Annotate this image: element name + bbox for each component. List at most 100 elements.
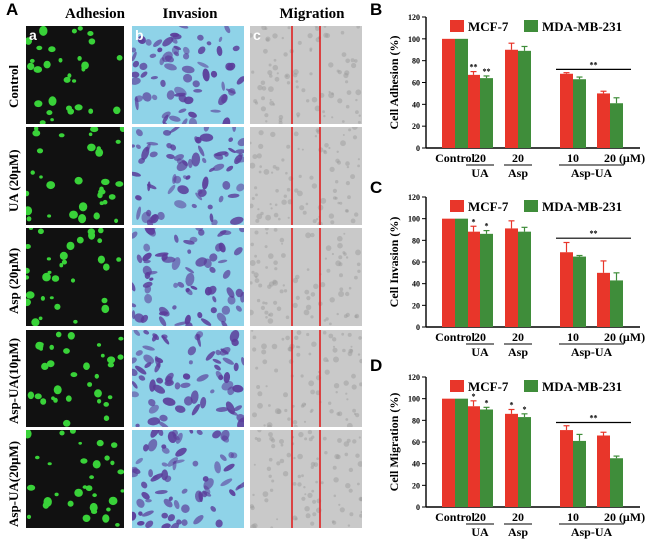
column-title-invasion: Invasion <box>162 6 218 22</box>
micrograph-invasion-row-5 <box>132 430 244 528</box>
legend-label-b-1: MCF-7 <box>468 19 509 34</box>
y-tick-label-b-0: 0 <box>416 144 420 153</box>
significance-d-s1-3: * <box>510 401 514 410</box>
category-label-d-4: 10 <box>567 510 579 524</box>
category-label-d-5: 20 <box>604 510 616 524</box>
bar-b-s2-3 <box>518 50 531 148</box>
y-tick-label-b-3: 60 <box>412 79 420 88</box>
bar-c-s2-4 <box>573 256 586 327</box>
category-label-c-3: 20 <box>512 330 524 344</box>
micrograph-adhesion-row-5 <box>26 430 124 528</box>
micrograph-invasion-row-4 <box>132 330 244 427</box>
bar-b-s2-1 <box>455 38 468 149</box>
legend-swatch-b-1 <box>450 20 464 32</box>
bar-c-s2-1 <box>455 218 468 327</box>
bracket-label-b: ** <box>590 60 598 69</box>
bar-b-s2-2 <box>480 78 493 148</box>
legend-swatch-b-2 <box>524 20 538 32</box>
bar-b-s1-5 <box>597 93 610 148</box>
bar-c-s2-3 <box>518 231 531 327</box>
bar-c-s2-2 <box>480 233 493 327</box>
unit-label-b: (μM) <box>619 151 645 165</box>
bar-c-s1-1 <box>442 218 455 327</box>
y-tick-label-c-2: 40 <box>412 280 420 289</box>
bar-c-s1-3 <box>505 228 518 327</box>
bracket-label-c: ** <box>590 229 598 238</box>
bar-b-s1-4 <box>560 73 573 148</box>
y-tick-label-c-0: 0 <box>416 323 420 332</box>
micrograph-adhesion-row-3 <box>26 228 124 326</box>
category-label-c-2: 20 <box>474 330 486 344</box>
category-label-b-3: 20 <box>512 151 524 165</box>
group-label-c-3: Asp-UA <box>571 345 613 359</box>
category-label-d-2: 20 <box>474 510 486 524</box>
bar-d-s1-4 <box>560 430 573 507</box>
bar-d-s1-1 <box>442 398 455 507</box>
micrograph-adhesion-row-2 <box>26 127 124 225</box>
category-label-b-5: 20 <box>604 151 616 165</box>
significance-c-s1-2: * <box>472 217 476 226</box>
sub-panel-letter-invasion: b <box>135 27 144 43</box>
y-tick-label-c-5: 100 <box>408 215 420 224</box>
micrograph-invasion-row-1: b <box>132 26 244 124</box>
group-label-d-3: Asp-UA <box>571 525 613 539</box>
group-label-d-2: Asp <box>508 525 528 539</box>
y-tick-label-c-4: 80 <box>412 236 420 245</box>
bar-b-s1-1 <box>442 38 455 149</box>
column-title-adhesion: Adhesion <box>64 6 126 22</box>
bar-d-s1-3 <box>505 413 518 507</box>
y-tick-label-d-3: 60 <box>412 438 420 447</box>
y-axis-title-b: Cell Adhesion (%) <box>387 35 401 129</box>
group-label-c-1: UA <box>471 345 489 359</box>
bar-c-s2-5 <box>610 280 623 327</box>
micrograph-migration-row-1: c <box>250 26 362 124</box>
micrograph-invasion-row-3 <box>132 228 244 326</box>
y-tick-label-b-1: 20 <box>412 122 420 131</box>
column-title-migration: Migration <box>279 6 345 22</box>
unit-label-d: (μM) <box>619 510 645 524</box>
bar-d-s1-5 <box>597 435 610 507</box>
significance-b-s1-2: ** <box>470 63 478 72</box>
legend-swatch-d-1 <box>450 380 464 392</box>
y-tick-label-d-5: 100 <box>408 395 420 404</box>
bar-b-s2-5 <box>610 103 623 148</box>
category-label-d-3: 20 <box>512 510 524 524</box>
y-tick-label-b-6: 120 <box>408 13 420 22</box>
micrograph-migration-row-4 <box>250 330 362 427</box>
panel-letter-c: C <box>370 178 383 197</box>
y-tick-label-b-4: 80 <box>412 57 420 66</box>
y-tick-label-c-3: 60 <box>412 258 420 267</box>
legend-swatch-c-1 <box>450 200 464 212</box>
significance-c-s2-2: * <box>485 222 489 231</box>
bar-d-s2-3 <box>518 417 531 507</box>
bar-d-s2-2 <box>480 409 493 507</box>
bar-d-s2-1 <box>455 398 468 507</box>
bar-c-s1-2 <box>467 231 480 327</box>
bar-c-s1-5 <box>597 272 610 327</box>
category-label-b-1: Control <box>435 151 475 165</box>
y-tick-label-d-0: 0 <box>416 503 420 512</box>
micrograph-adhesion-row-1: a <box>26 26 124 124</box>
significance-b-s2-2: ** <box>483 67 491 76</box>
significance-d-s2-3: * <box>523 405 527 414</box>
sub-panel-letter-adhesion: a <box>29 27 37 43</box>
legend-label-d-2: MDA-MB-231 <box>542 379 622 394</box>
y-tick-label-b-2: 40 <box>412 100 420 109</box>
y-axis-title-c: Cell Invasion (%) <box>387 217 401 308</box>
micrograph-migration-row-5 <box>250 430 362 528</box>
group-label-c-2: Asp <box>508 345 528 359</box>
category-label-b-4: 10 <box>567 151 579 165</box>
bracket-label-d: ** <box>590 414 598 423</box>
legend-label-d-1: MCF-7 <box>468 379 509 394</box>
legend-swatch-c-2 <box>524 200 538 212</box>
micrograph-invasion-row-2 <box>132 127 244 225</box>
bar-d-s2-5 <box>610 458 623 507</box>
legend-label-c-2: MDA-MB-231 <box>542 199 622 214</box>
y-tick-label-d-6: 120 <box>408 373 420 382</box>
bar-b-s1-3 <box>505 49 518 148</box>
bar-b-s1-2 <box>467 74 480 148</box>
y-tick-label-d-1: 20 <box>412 481 420 490</box>
bar-d-s1-2 <box>467 406 480 507</box>
y-axis-title-d: Cell Migration (%) <box>387 393 401 492</box>
